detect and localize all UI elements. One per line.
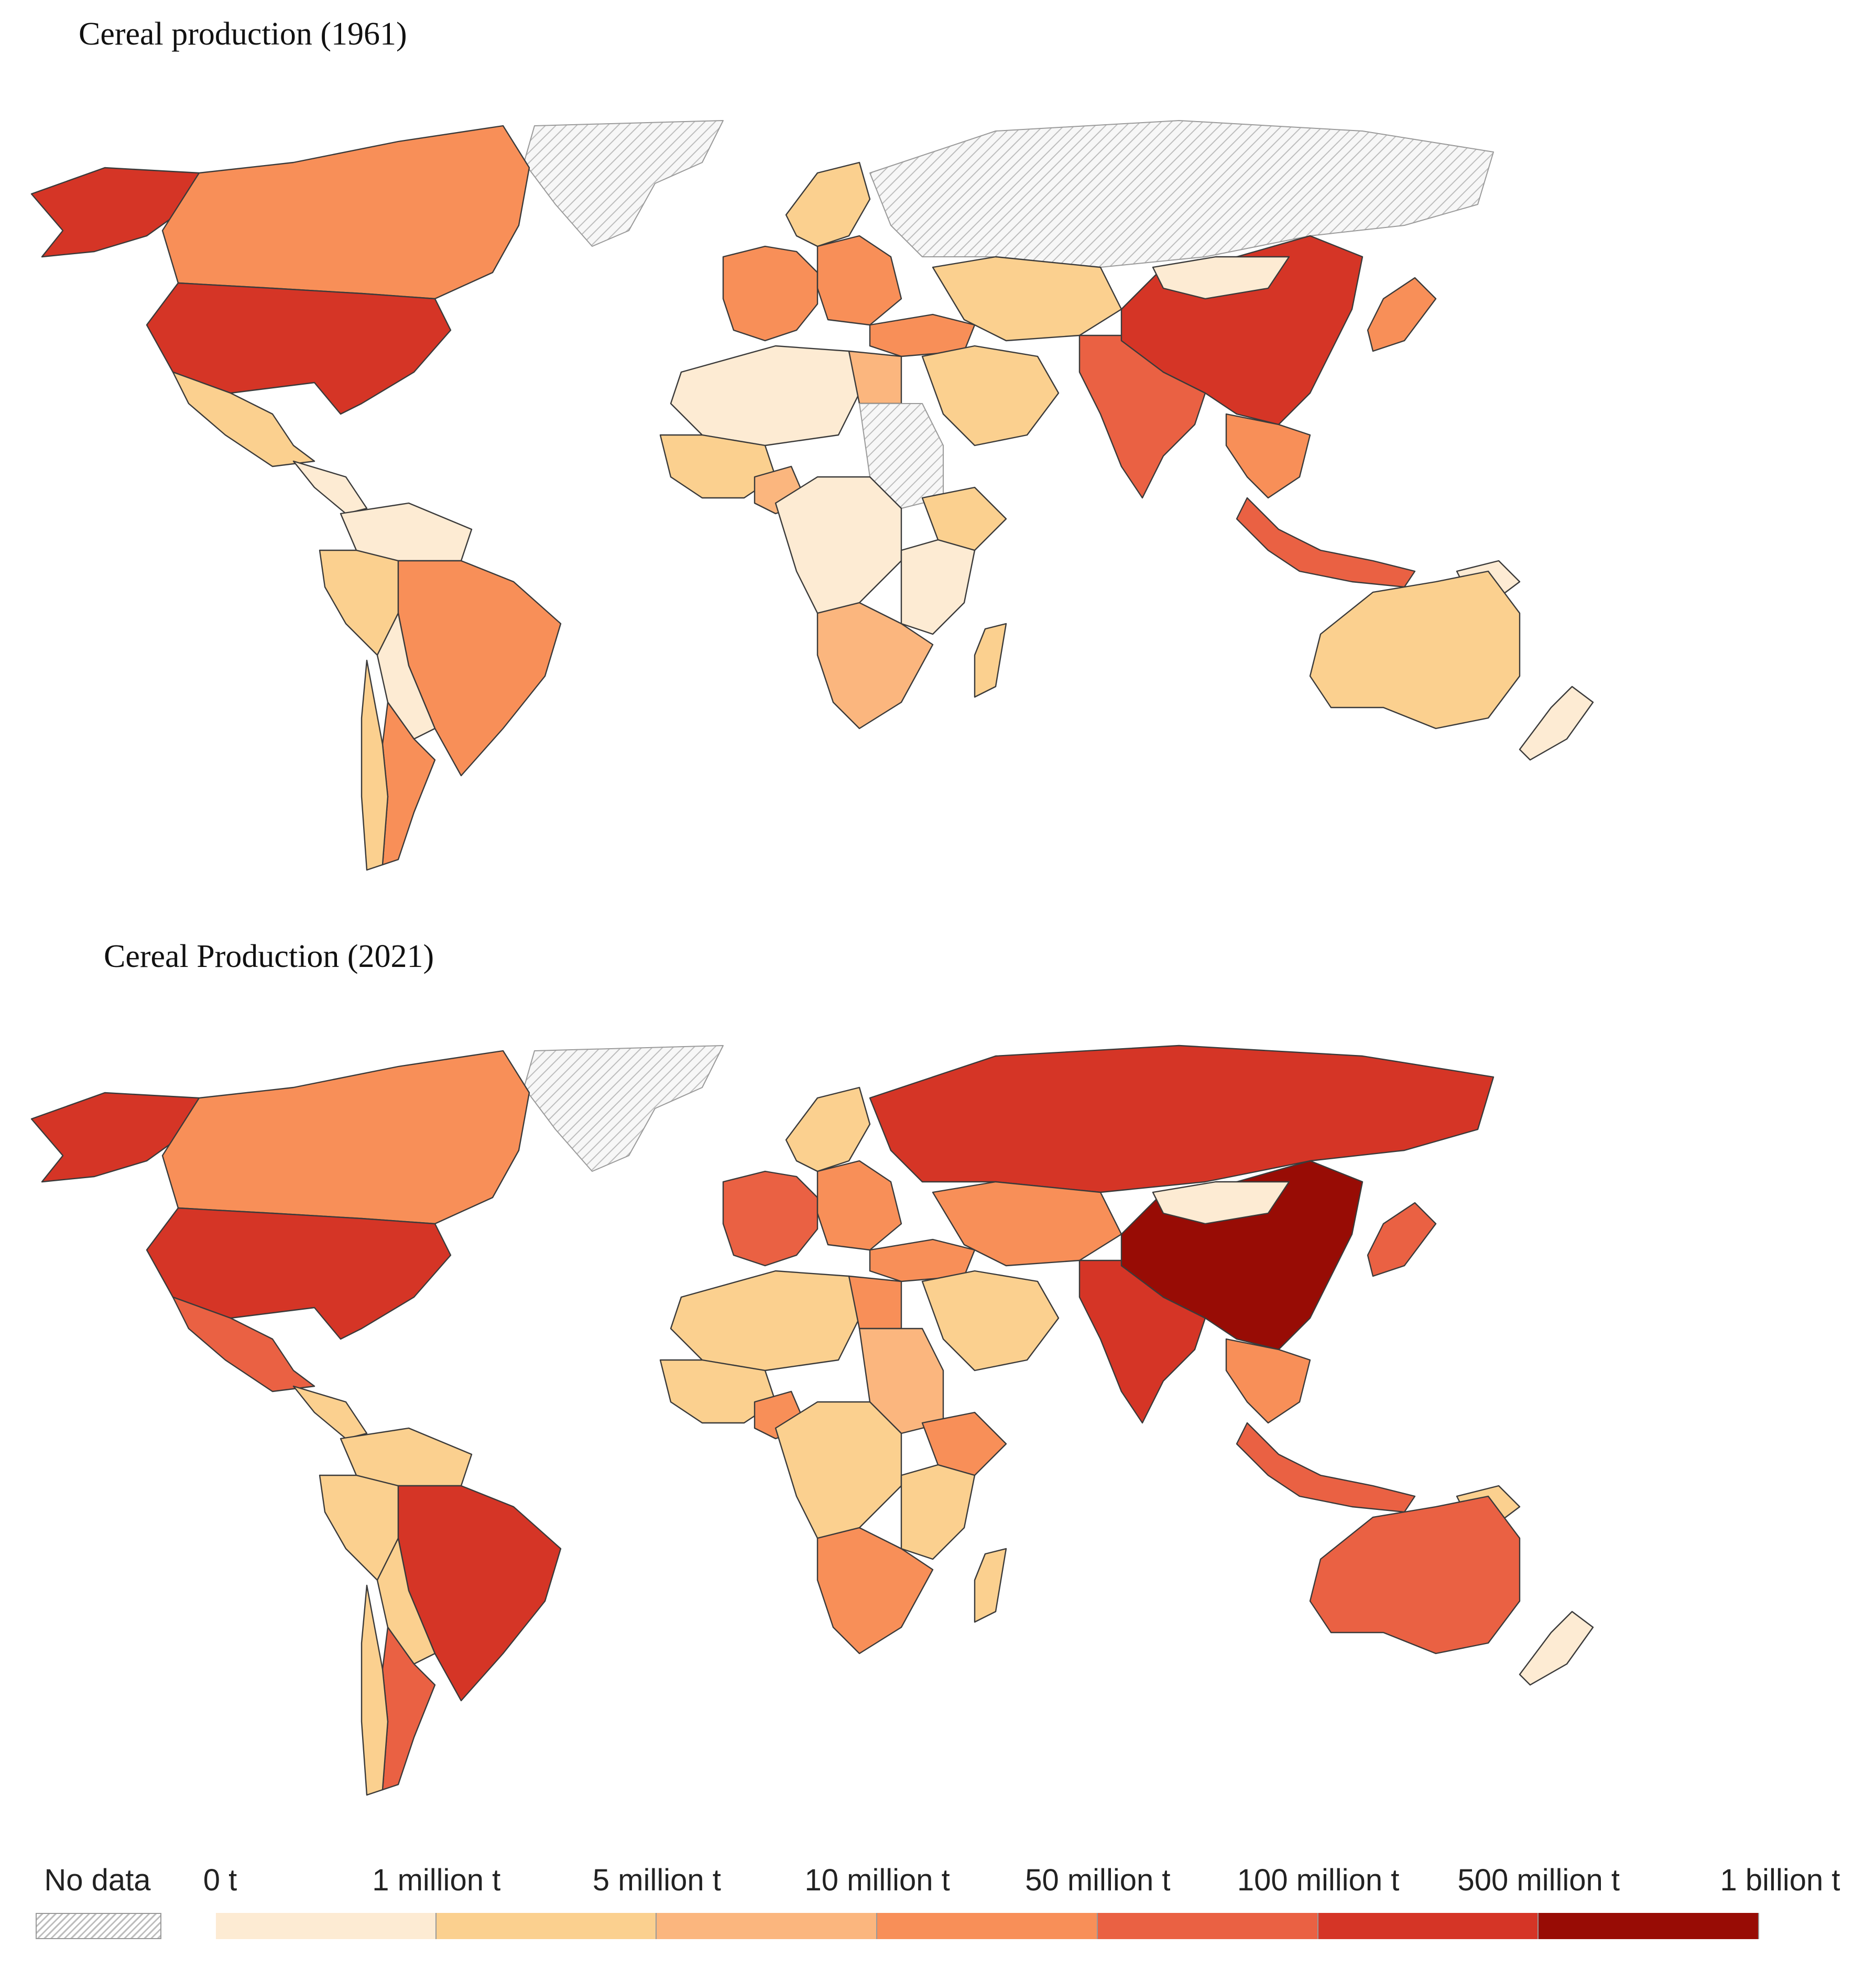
legend-label-2: 5 million t xyxy=(592,1863,721,1897)
region-southern-africa xyxy=(816,1527,934,1655)
region-north-africa xyxy=(670,1270,860,1372)
region-alaska xyxy=(30,1092,200,1183)
region-indonesia xyxy=(1236,1422,1416,1513)
region-japan xyxy=(1367,1202,1437,1277)
region-madagascar xyxy=(974,1548,1007,1623)
region-ethiopia xyxy=(921,1411,1007,1476)
region-mexico xyxy=(172,371,315,467)
color-legend: No data 0 t 1 million t 5 million t 10 mill… xyxy=(0,1850,1876,1980)
legend-color-bar xyxy=(216,1913,1760,1939)
region-north-africa xyxy=(670,345,860,447)
region-russia-north xyxy=(869,120,1494,268)
region-mongolia xyxy=(1152,256,1290,300)
legend-swatch-5 xyxy=(1318,1913,1539,1939)
region-japan xyxy=(1367,277,1437,352)
legend-label-3: 10 million t xyxy=(804,1863,950,1897)
region-east-europe xyxy=(816,235,902,326)
legend-label-last: 1 billion t xyxy=(1720,1863,1840,1897)
region-east-africa xyxy=(900,539,976,635)
legend-label-5: 100 million t xyxy=(1237,1863,1400,1897)
region-ethiopia xyxy=(921,486,1007,551)
legend-no-data-swatch xyxy=(36,1913,161,1939)
world-map-1961 xyxy=(30,120,1594,871)
legend-no-data-label: No data xyxy=(44,1863,151,1897)
region-mexico xyxy=(172,1296,315,1392)
region-new-zealand xyxy=(1519,686,1594,761)
region-alaska xyxy=(30,167,200,258)
region-east-africa xyxy=(900,1464,976,1560)
region-middle-east xyxy=(921,1270,1060,1372)
region-west-europe xyxy=(722,1170,819,1267)
region-scandinavia xyxy=(785,161,871,247)
legend-swatch-6 xyxy=(1539,1913,1760,1939)
region-central-asia xyxy=(932,1181,1122,1267)
legend-label-1: 1 million t xyxy=(372,1863,501,1897)
region-southeast-asia xyxy=(1225,1338,1311,1424)
region-southeast-asia xyxy=(1225,413,1311,499)
map-title-2021: Cereal Production (2021) xyxy=(104,939,434,974)
region-canada xyxy=(161,125,530,300)
legend-swatch-1 xyxy=(436,1913,657,1939)
region-brazil xyxy=(397,1485,562,1702)
legend-label-4: 50 million t xyxy=(1025,1863,1171,1897)
region-central-africa xyxy=(775,476,902,614)
map-title-1961: Cereal production (1961) xyxy=(79,16,407,52)
region-west-europe xyxy=(722,245,819,342)
legend-label-0: 0 t xyxy=(203,1863,237,1897)
region-chile xyxy=(361,1584,389,1796)
region-canada xyxy=(161,1050,530,1225)
region-central-america xyxy=(292,460,368,515)
region-central-africa xyxy=(775,1401,902,1539)
region-greenland xyxy=(523,1045,724,1172)
legend-swatch-4 xyxy=(1097,1913,1318,1939)
region-southern-africa xyxy=(816,602,934,730)
legend-swatch-3 xyxy=(877,1913,1098,1939)
region-chile xyxy=(361,659,389,871)
legend-label-6: 500 million t xyxy=(1457,1863,1620,1897)
region-new-zealand xyxy=(1519,1611,1594,1686)
region-indonesia xyxy=(1236,497,1416,588)
world-map-2021 xyxy=(30,1045,1594,1796)
region-brazil xyxy=(397,560,562,777)
region-central-america xyxy=(292,1385,368,1440)
region-east-europe xyxy=(816,1160,902,1251)
legend-swatch-0 xyxy=(216,1913,437,1939)
region-scandinavia xyxy=(785,1086,871,1172)
legend-swatch-2 xyxy=(657,1913,878,1939)
region-madagascar xyxy=(974,623,1007,698)
region-russia-north xyxy=(869,1045,1495,1193)
region-australia xyxy=(1309,570,1521,730)
region-central-asia xyxy=(932,256,1122,342)
region-middle-east xyxy=(921,345,1060,447)
region-australia xyxy=(1309,1495,1521,1655)
region-mongolia xyxy=(1152,1181,1290,1225)
region-greenland xyxy=(523,120,724,247)
